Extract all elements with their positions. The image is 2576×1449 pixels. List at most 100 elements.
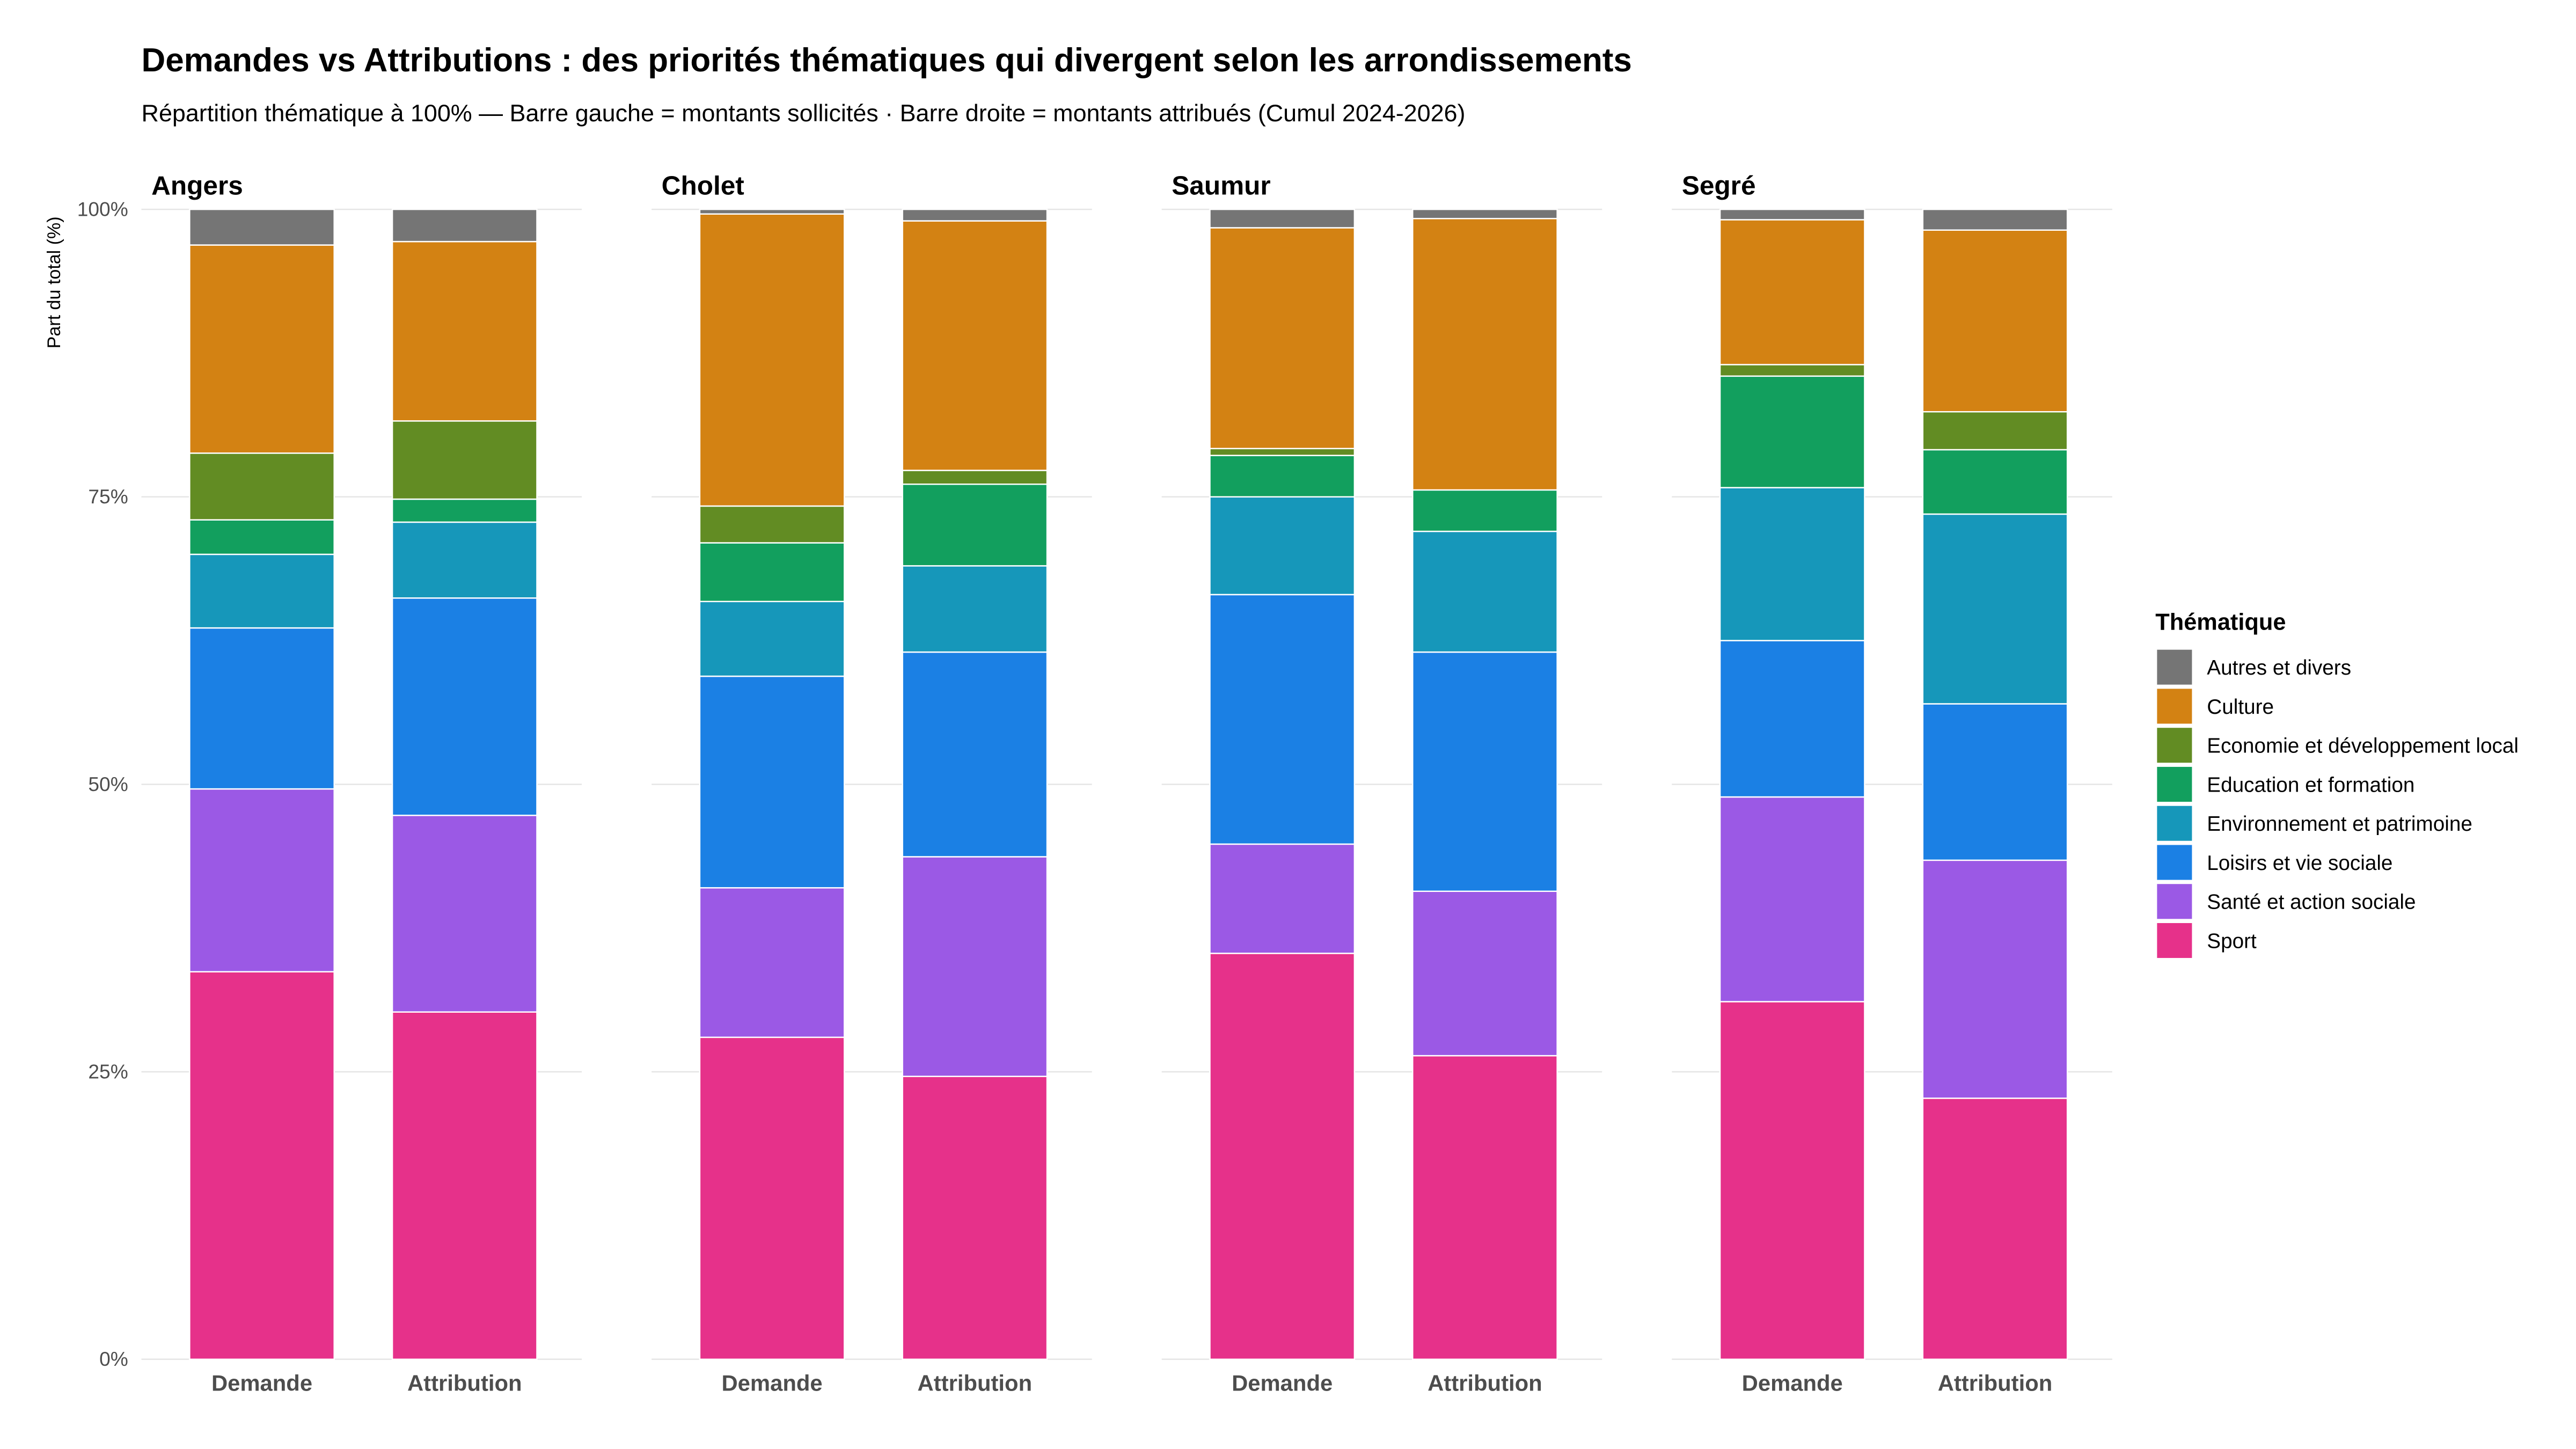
y-tick-label: 25%	[88, 1060, 128, 1083]
legend-key	[2157, 649, 2192, 685]
legend-key	[2157, 766, 2192, 802]
y-axis: 0% 25% 50% 75% 100%	[77, 198, 128, 1371]
bar-segment: Saumur · Demande · Autres et divers: 1.6…	[1209, 208, 1356, 229]
facet-panels: AngersAngers · Demande · Sport: 33.7%Ang…	[141, 171, 2112, 1396]
bar-segment: Cholet · Demande · Education et formatio…	[699, 542, 845, 603]
bar-segment: Segré · Demande · Economie et développem…	[1719, 364, 1865, 377]
bar-segment: Angers · Demande · Education et formatio…	[189, 519, 335, 555]
bar-segment: Cholet · Attribution · Sport: 24.6%	[902, 1075, 1048, 1360]
legend-label: Sport	[2207, 930, 2257, 953]
bar-segment: Saumur · Attribution · Education et form…	[1411, 489, 1558, 532]
bar-segment: Segré · Attribution · Autres et divers: …	[1922, 208, 2068, 231]
bar-segment: Saumur · Attribution · Environnement et …	[1411, 530, 1558, 653]
bar-segment: Angers · Attribution · Culture: 15.6%	[391, 240, 538, 422]
bar-segment: Cholet · Demande · Autres et divers: 0.4…	[699, 208, 845, 215]
bar-segment: Angers · Attribution · Autres et divers:…	[391, 208, 538, 243]
bar-segment: Saumur · Attribution · Loisirs et vie so…	[1411, 651, 1558, 892]
chart-subtitle: Répartition thématique à 100% — Barre ga…	[142, 99, 1466, 127]
legend-key	[2157, 689, 2192, 724]
facet-label: Segré	[1682, 171, 1756, 200]
x-tick-label: Demande	[211, 1371, 312, 1396]
y-tick-label: 50%	[88, 773, 128, 795]
bar-segment: Cholet · Attribution · Autres et divers:…	[902, 208, 1048, 222]
legend-key	[2157, 884, 2192, 919]
legend-label: Loisirs et vie sociale	[2207, 852, 2392, 875]
bar-segment: Saumur · Demande · Economie et développe…	[1209, 448, 1356, 456]
facet-label: Cholet	[662, 171, 744, 200]
bar-segment: Cholet · Attribution · Santé et action s…	[902, 856, 1048, 1077]
bar-segment: Cholet · Demande · Loisirs et vie social…	[699, 675, 845, 889]
bar-segment: Segré · Demande · Culture: 12.6%	[1719, 219, 1865, 365]
legend-label: Education et formation	[2207, 773, 2414, 796]
bar-segment: Segré · Attribution · Loisirs et vie soc…	[1922, 703, 2068, 861]
legend-label: Santé et action sociale	[2207, 891, 2416, 914]
bar-segment: Cholet · Demande · Economie et développe…	[699, 505, 845, 544]
bar-segment: Angers · Demande · Santé et action socia…	[189, 788, 335, 972]
bar-segment: Cholet · Demande · Sport: 28%	[699, 1036, 845, 1360]
bar-segment: Angers · Demande · Sport: 33.7%	[189, 971, 335, 1360]
legend-key	[2157, 806, 2192, 841]
bar-segment: Segré · Attribution · Environnement et p…	[1922, 513, 2068, 705]
bar-segment: Angers · Attribution · Economie et dével…	[391, 420, 538, 500]
facet-saumur: SaumurSaumur · Demande · Sport: 35.3%Sau…	[1161, 171, 1602, 1396]
bar-segment: Angers · Attribution · Environnement et …	[391, 521, 538, 599]
bar-segment: Angers · Attribution · Sport: 30.2%	[391, 1011, 538, 1360]
bar-segment: Segré · Attribution · Santé et action so…	[1922, 859, 2068, 1099]
bar-segment: Segré · Demande · Environnement et patri…	[1719, 487, 1865, 641]
bar-segment: Saumur · Demande · Loisirs et vie social…	[1209, 594, 1356, 845]
y-tick-label: 0%	[99, 1348, 128, 1370]
x-tick-label: Attribution	[918, 1371, 1033, 1396]
bar-segment: Saumur · Demande · Culture: 19.2%	[1209, 227, 1356, 450]
legend-label: Environnement et patrimoine	[2207, 813, 2472, 836]
bar-segment: Saumur · Attribution · Culture: 23.6%	[1411, 218, 1558, 491]
bar-segment: Angers · Attribution · Education et form…	[391, 498, 538, 523]
bar-segment: Cholet · Attribution · Economie et dével…	[902, 470, 1048, 485]
legend-key	[2157, 728, 2192, 763]
bar-segment: Segré · Attribution · Education et forma…	[1922, 449, 2068, 515]
bar-segment: Cholet · Demande · Environnement et patr…	[699, 601, 845, 677]
y-tick-label: 75%	[88, 485, 128, 508]
bar-segment: Segré · Demande · Autres et divers: 0.9%	[1719, 208, 1865, 221]
legend-label: Economie et développement local	[2207, 735, 2519, 758]
bar-segment: Segré · Demande · Santé et action social…	[1719, 796, 1865, 1002]
bar-segment: Angers · Attribution · Santé et action s…	[391, 815, 538, 1013]
bar-segment: Angers · Demande · Environnement et patr…	[189, 553, 335, 629]
legend-label: Culture	[2207, 696, 2274, 719]
bar-segment: Saumur · Attribution · Sport: 26.4%	[1411, 1055, 1558, 1360]
bar-segment: Segré · Attribution · Culture: 15.8%	[1922, 229, 2068, 413]
x-tick-label: Attribution	[407, 1371, 522, 1396]
x-tick-label: Demande	[722, 1371, 823, 1396]
facet-angers: AngersAngers · Demande · Sport: 33.7%Ang…	[141, 171, 582, 1396]
bar-segment: Saumur · Demande · Santé et action socia…	[1209, 843, 1356, 954]
bar-segment: Segré · Demande · Sport: 31.1%	[1719, 1001, 1865, 1360]
bar-segment: Cholet · Attribution · Education et form…	[902, 483, 1048, 567]
y-tick-label: 100%	[77, 198, 128, 221]
y-axis-label: Part du total (%)	[44, 216, 64, 348]
facet-label: Angers	[151, 171, 243, 200]
bar-segment: Saumur · Demande · Education et formatio…	[1209, 455, 1356, 498]
bar-segment: Saumur · Demande · Environnement et patr…	[1209, 496, 1356, 596]
bar-segment: Segré · Attribution · Economie et dévelo…	[1922, 411, 2068, 451]
bar-segment: Angers · Demande · Autres et divers: 3.1…	[189, 208, 335, 246]
bar-segment: Cholet · Attribution · Environnement et …	[902, 565, 1048, 653]
bar-segment: Saumur · Demande · Sport: 35.3%	[1209, 953, 1356, 1360]
bar-segment: Angers · Demande · Loisirs et vie social…	[189, 627, 335, 790]
x-tick-label: Demande	[1742, 1371, 1843, 1396]
chart-title: Demandes vs Attributions : des priorités…	[142, 42, 1632, 79]
bar-segment: Cholet · Demande · Culture: 25.4%	[699, 213, 845, 507]
x-tick-label: Attribution	[1428, 1371, 1542, 1396]
facet-cholet: CholetCholet · Demande · Sport: 28%Chole…	[652, 171, 1092, 1396]
bar-segment: Cholet · Attribution · Culture: 21.7%	[902, 220, 1048, 471]
bar-segment: Saumur · Attribution · Autres et divers:…	[1411, 208, 1558, 219]
legend-label: Autres et divers	[2207, 656, 2351, 679]
bar-segment: Cholet · Demande · Santé et action socia…	[699, 887, 845, 1038]
legend-key	[2157, 845, 2192, 880]
x-tick-label: Demande	[1232, 1371, 1333, 1396]
bar-segment: Segré · Attribution · Sport: 22.7%	[1922, 1097, 2068, 1360]
x-tick-label: Attribution	[1938, 1371, 2053, 1396]
bar-segment: Segré · Demande · Loisirs et vie sociale…	[1719, 640, 1865, 798]
bar-segment: Cholet · Attribution · Loisirs et vie so…	[902, 651, 1048, 858]
bar-segment: Segré · Demande · Education et formation…	[1719, 375, 1865, 488]
bar-segment: Angers · Demande · Culture: 18.1%	[189, 244, 335, 454]
